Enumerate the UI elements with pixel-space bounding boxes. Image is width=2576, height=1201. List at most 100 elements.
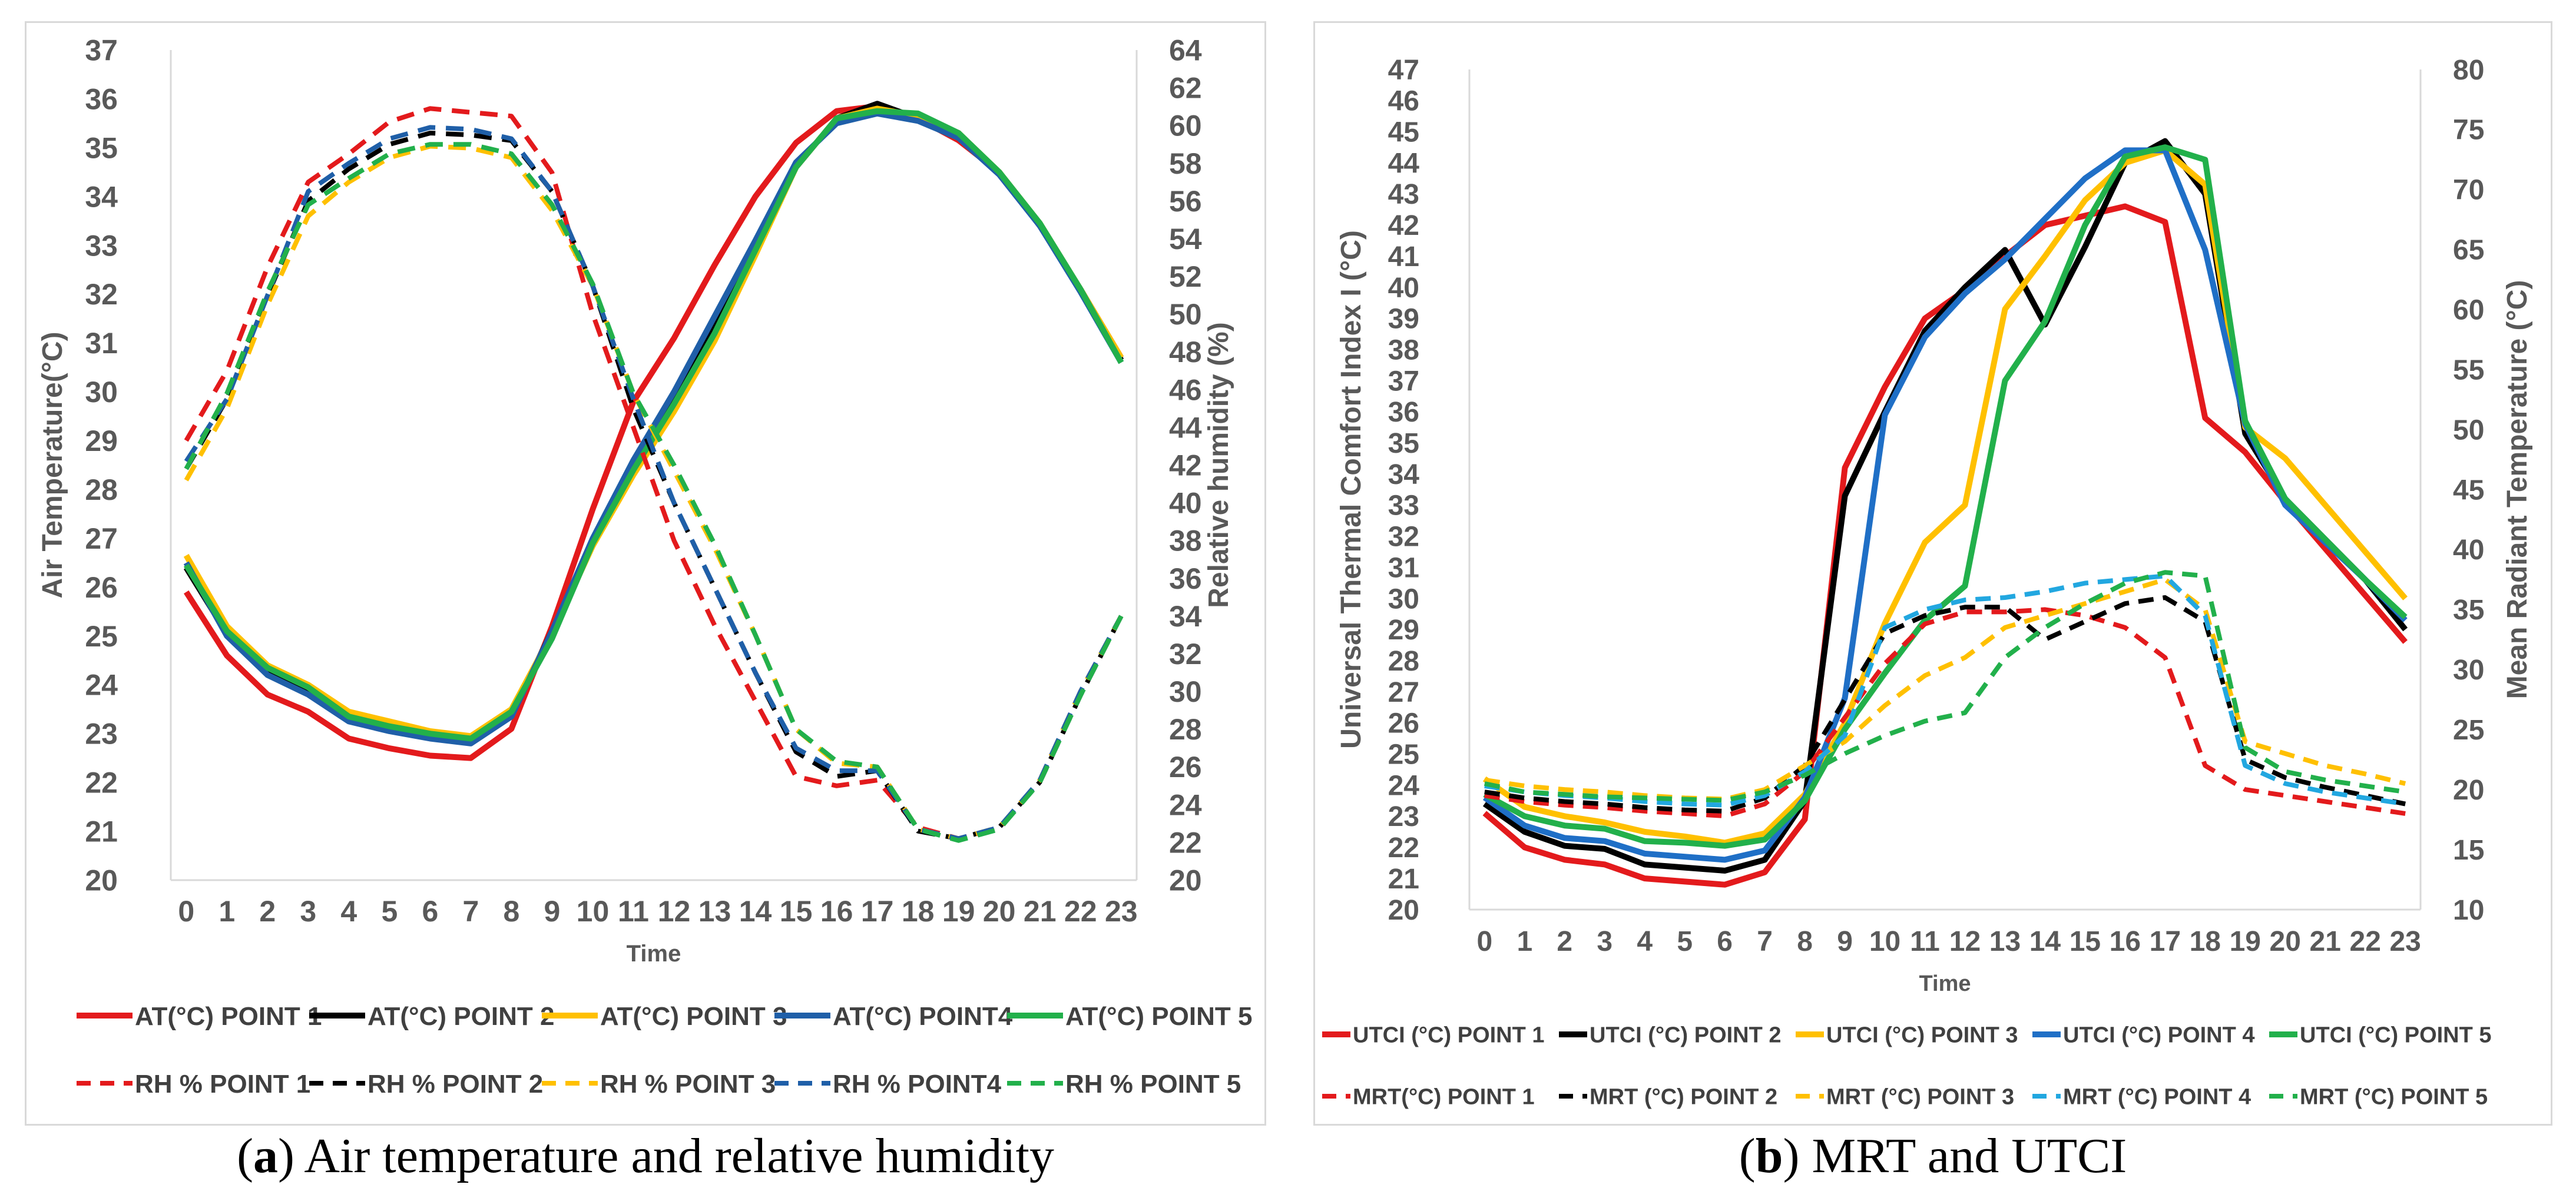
x-tick-label: 19: [942, 895, 975, 928]
series-line-mrt-c-point-4: [1484, 573, 2406, 808]
y-tick-label: 31: [1388, 552, 1419, 583]
y2-tick-label: 56: [1169, 185, 1202, 218]
panel-a-frame: [25, 21, 1266, 1126]
y2-tick-label: 42: [1169, 449, 1202, 482]
y-tick-label: 30: [85, 376, 118, 409]
y-tick-label: 28: [85, 473, 118, 506]
series-line-utci-c-point-1: [1482, 203, 2408, 888]
y2-tick-label: 65: [2453, 235, 2484, 266]
series-line-utci-c-point-4: [1482, 147, 2408, 863]
x-tick-label: 8: [1797, 926, 1813, 957]
y-tick-label: 24: [85, 669, 118, 702]
x-tick-label: 21: [1024, 895, 1057, 928]
y2-tick-label: 26: [1169, 751, 1202, 784]
x-tick-label: 14: [739, 895, 772, 928]
y-tick-label: 45: [1388, 117, 1419, 148]
legend-label: MRT (°C) POINT 4: [2063, 1085, 2251, 1110]
legend-label: MRT (°C) POINT 3: [1826, 1085, 2014, 1110]
legend-a: AT(°C) POINT 1 AT(°C) POINT 2 AT(°C) POINT…: [77, 1002, 1252, 1099]
y2-tick-label: 54: [1169, 223, 1202, 256]
y2-tick-label: 24: [1169, 788, 1202, 821]
y-tick-label: 40: [1388, 273, 1419, 304]
x-tick-label: 2: [259, 895, 276, 928]
chart-a: 2021222324252627282930313233343536372022…: [37, 34, 1252, 1099]
y-tick-label: 36: [1388, 397, 1419, 428]
x-tick-label: 7: [1757, 926, 1773, 957]
x-tick-label: 21: [2310, 926, 2341, 957]
series-line-mrt-c-point-3: [1484, 577, 2406, 802]
y-tick-label: 23: [1388, 801, 1419, 832]
y2-tick-label: 20: [1169, 864, 1202, 897]
y-tick-label: 37: [1388, 366, 1419, 397]
y-tick-label: 28: [1388, 646, 1419, 677]
y-tick-label: 29: [85, 424, 118, 457]
y-tick-label: 22: [1388, 832, 1419, 864]
y2-axis-label: Mean Radiant Temperature (°C): [2502, 280, 2533, 699]
legend-label: AT(°C) POINT 2: [367, 1002, 554, 1031]
y2-tick-label: 80: [2453, 55, 2484, 86]
y2-tick-label: 60: [2453, 295, 2484, 326]
y-tick-label: 35: [1388, 428, 1419, 459]
legend-label: RH % POINT 2: [367, 1070, 543, 1099]
y2-tick-label: 10: [2453, 895, 2484, 926]
caption-a-letter: a: [253, 1129, 279, 1183]
x-tick-label: 8: [504, 895, 520, 928]
series-line-mrt-c-point-1: [1484, 607, 2406, 818]
y-tick-label: 39: [1388, 304, 1419, 335]
legend-label: MRT (°C) POINT 2: [1590, 1085, 1777, 1110]
y-tick-label: 41: [1388, 241, 1419, 273]
x-tick-label: 11: [1910, 926, 1940, 957]
y-tick-label: 34: [1388, 459, 1420, 490]
x-tick-label: 11: [618, 895, 649, 928]
x-tick-label: 14: [2029, 926, 2061, 957]
legend-label: AT(°C) POINT 1: [135, 1002, 322, 1031]
y-tick-label: 25: [85, 620, 118, 653]
x-axis-label: Time: [627, 941, 681, 967]
y-tick-label: 46: [1388, 86, 1419, 117]
x-tick-label: 12: [1949, 926, 1981, 957]
y-tick-label: 21: [1388, 864, 1419, 895]
y-tick-label: 33: [85, 229, 118, 262]
legend-label: UTCI (°C) POINT 5: [2300, 1023, 2492, 1048]
y2-tick-label: 52: [1169, 260, 1202, 293]
y2-tick-label: 64: [1169, 34, 1202, 67]
y-tick-label: 43: [1388, 179, 1419, 210]
y-tick-label: 32: [85, 278, 118, 311]
x-tick-label: 9: [544, 895, 561, 928]
y-tick-label: 33: [1388, 490, 1419, 522]
caption-b-text: MRT and UTCI: [1799, 1129, 2127, 1183]
legend-label: AT(°C) POINT 5: [1065, 1002, 1252, 1031]
legend-label: AT(°C) POINT 3: [600, 1002, 787, 1031]
x-tick-label: 6: [422, 895, 438, 928]
y-tick-label: 27: [85, 522, 118, 555]
y-tick-label: 22: [85, 767, 118, 799]
caption-a-text: Air temperature and relative humidity: [294, 1129, 1054, 1183]
y-tick-label: 44: [1388, 148, 1420, 179]
x-tick-label: 23: [2389, 926, 2421, 957]
series-line-rh-point-3: [184, 144, 1124, 841]
x-tick-label: 16: [2110, 926, 2141, 957]
x-tick-label: 18: [902, 895, 935, 928]
y2-tick-label: 75: [2453, 115, 2484, 146]
y-tick-label: 31: [85, 327, 118, 360]
y2-tick-label: 22: [1169, 826, 1202, 859]
y-axis-label: Universal Thermal Comfort Index I (°C): [1336, 230, 1367, 749]
y2-tick-label: 36: [1169, 562, 1202, 595]
x-tick-label: 13: [698, 895, 731, 928]
y2-tick-label: 30: [1169, 675, 1202, 708]
x-tick-label: 5: [381, 895, 398, 928]
y2-tick-label: 40: [1169, 487, 1202, 520]
y-tick-label: 47: [1388, 55, 1419, 86]
x-tick-label: 15: [780, 895, 813, 928]
legend-label: MRT(°C) POINT 1: [1353, 1085, 1535, 1110]
x-tick-label: 1: [1517, 926, 1532, 957]
y2-tick-label: 60: [1169, 110, 1202, 142]
x-tick-label: 18: [2190, 926, 2221, 957]
series-line-utci-c-point-3: [1482, 147, 2408, 846]
x-tick-label: 3: [1597, 926, 1613, 957]
x-tick-label: 12: [658, 895, 691, 928]
series-line-rh-point-5: [184, 142, 1124, 843]
y2-tick-label: 50: [2453, 414, 2484, 446]
y-tick-label: 42: [1388, 210, 1419, 241]
y-tick-label: 24: [1388, 770, 1420, 801]
